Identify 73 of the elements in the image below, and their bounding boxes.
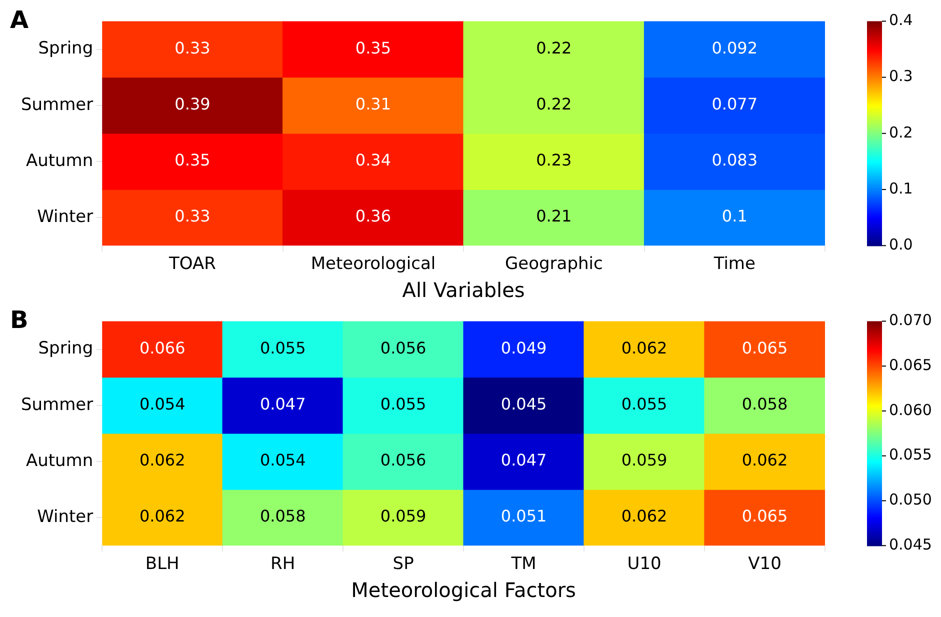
- data-label: 0.055: [260, 338, 306, 358]
- y-tick-label: Spring: [38, 38, 94, 59]
- data-label: 0.092: [712, 38, 758, 58]
- data-label: 0.31: [355, 94, 392, 114]
- color-bar-label: 0.4: [889, 11, 913, 30]
- chart-title: B: [10, 306, 28, 334]
- data-label: 0.22: [536, 38, 572, 58]
- color-bar-label: 0.2: [889, 123, 913, 142]
- data-label: 0.39: [174, 94, 210, 114]
- x-tick-label: SP: [392, 554, 414, 574]
- x-tick-label: U10: [627, 554, 662, 574]
- x-tick-label: TM: [510, 554, 536, 574]
- color-bar-label: 0.050: [889, 490, 932, 509]
- data-label: 0.056: [380, 338, 426, 358]
- y-tick-label: Summer: [20, 94, 94, 115]
- data-label: 0.062: [742, 450, 788, 470]
- data-label: 0.062: [621, 506, 668, 526]
- x-tick-label: Meteorological: [310, 254, 436, 274]
- x-tick-label: TOAR: [168, 254, 216, 274]
- y-tick-label: Autumn: [26, 450, 94, 471]
- data-label: 0.045: [500, 394, 547, 414]
- data-label: 0.33: [174, 38, 210, 58]
- data-label: 0.065: [742, 338, 788, 358]
- data-label: 0.077: [712, 94, 758, 114]
- color-bar-label: 0.045: [889, 535, 932, 554]
- color-bar-label: 0.0: [889, 235, 913, 254]
- y-tick-label: Winter: [37, 506, 94, 527]
- data-label: 0.21: [536, 206, 572, 226]
- chart-title: A: [10, 6, 29, 34]
- data-label: 0.054: [139, 394, 186, 414]
- x-tick-label: RH: [270, 554, 296, 574]
- color-bar-label: 0.060: [889, 400, 932, 419]
- x-tick-label: BLH: [145, 554, 180, 574]
- data-label: 0.34: [355, 150, 392, 170]
- data-label: 0.33: [174, 206, 210, 226]
- x-tick-label: Geographic: [504, 254, 603, 274]
- data-label: 0.35: [355, 38, 392, 58]
- data-label: 0.047: [500, 450, 547, 470]
- data-label: 0.062: [139, 506, 186, 526]
- data-label: 0.23: [536, 150, 572, 170]
- x-tick-label: Time: [712, 254, 756, 274]
- x-axis-title: All Variables: [402, 278, 525, 302]
- data-label: 0.047: [260, 394, 306, 414]
- data-label: 0.062: [621, 338, 668, 358]
- data-label: 0.059: [621, 450, 668, 470]
- color-bar-label: 0.065: [889, 356, 932, 374]
- data-label: 0.066: [139, 338, 186, 358]
- data-label: 0.058: [742, 394, 788, 414]
- data-label: 0.35: [174, 150, 210, 170]
- data-label: 0.065: [742, 506, 788, 526]
- data-label: 0.22: [536, 94, 572, 114]
- color-bar-label: 0.1: [889, 179, 913, 198]
- data-label: 0.056: [380, 450, 426, 470]
- data-label: 0.055: [380, 394, 426, 414]
- x-axis-title: Meteorological Factors: [351, 578, 576, 602]
- data-label: 0.062: [139, 450, 186, 470]
- color-bar-label: 0.070: [889, 311, 932, 330]
- data-label: 0.36: [355, 206, 392, 226]
- data-label: 0.083: [712, 150, 758, 170]
- data-label: 0.055: [621, 394, 668, 414]
- data-label: 0.049: [500, 338, 547, 358]
- data-label: 0.051: [500, 506, 547, 526]
- data-label: 0.1: [722, 206, 748, 226]
- y-tick-label: Summer: [20, 394, 94, 415]
- data-label: 0.059: [380, 506, 426, 526]
- color-bar-label: 0.055: [889, 446, 932, 464]
- y-tick-label: Autumn: [26, 150, 94, 171]
- data-label: 0.058: [260, 506, 306, 526]
- data-label: 0.054: [260, 450, 306, 470]
- y-tick-label: Spring: [38, 338, 94, 359]
- x-tick-label: V10: [748, 554, 782, 574]
- color-bar-label: 0.3: [889, 67, 913, 86]
- y-tick-label: Winter: [37, 206, 94, 227]
